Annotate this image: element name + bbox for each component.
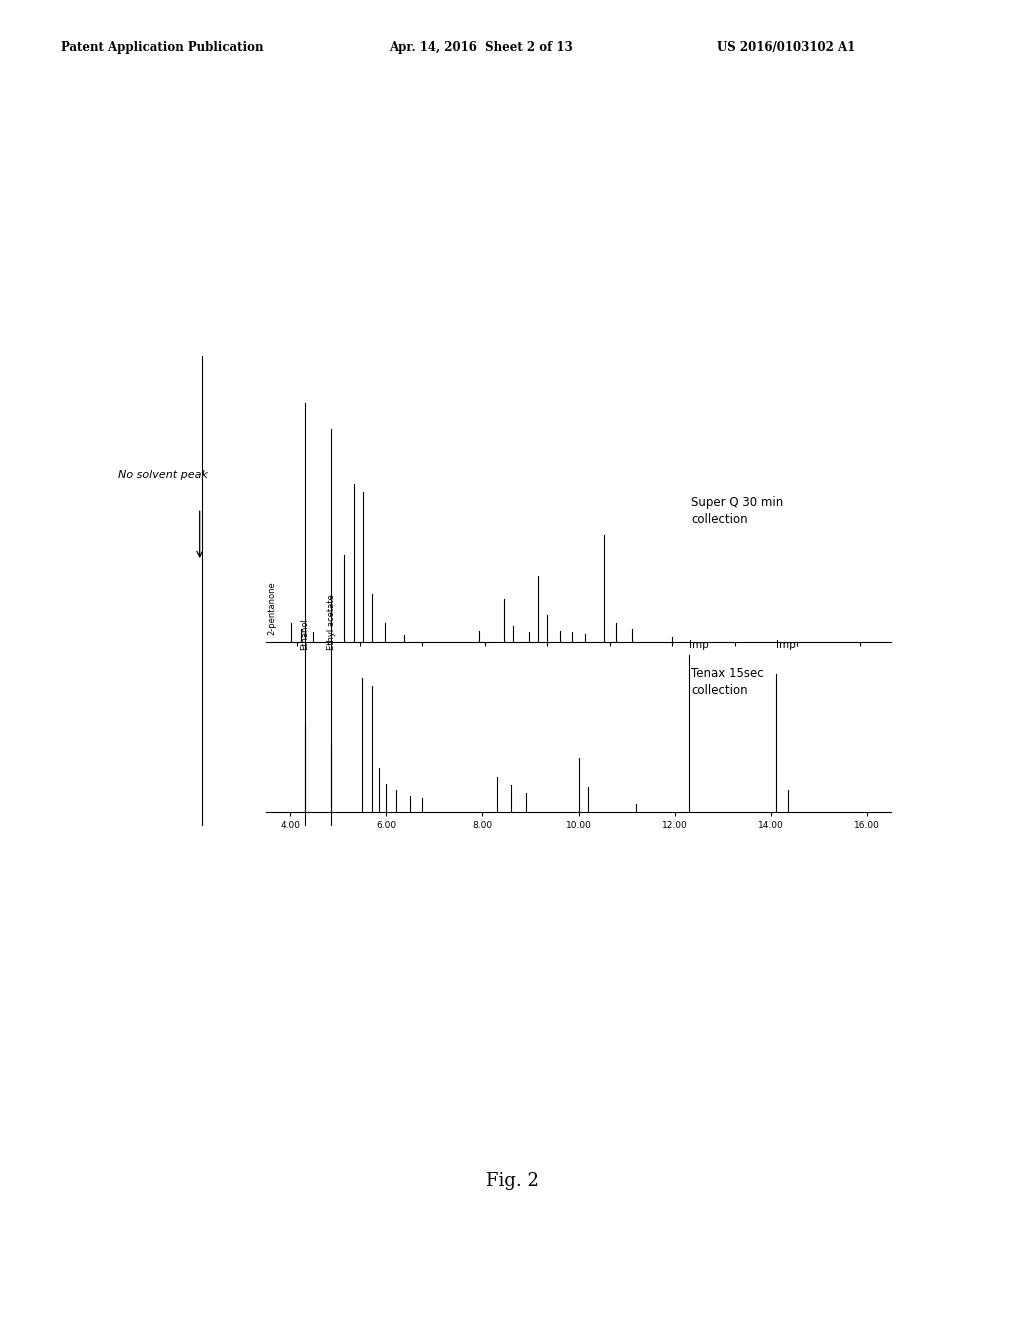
Text: Super Q 30 min
collection: Super Q 30 min collection <box>691 496 783 527</box>
Text: US 2016/0103102 A1: US 2016/0103102 A1 <box>717 41 855 54</box>
Text: Ethyl acetate: Ethyl acetate <box>327 594 336 649</box>
Text: Tenax 15sec
collection: Tenax 15sec collection <box>691 667 764 697</box>
Text: Fig. 2: Fig. 2 <box>485 1172 539 1191</box>
Text: Imp: Imp <box>689 640 709 649</box>
Text: No solvent peak: No solvent peak <box>118 470 208 480</box>
Text: Patent Application Publication: Patent Application Publication <box>61 41 264 54</box>
Text: Apr. 14, 2016  Sheet 2 of 13: Apr. 14, 2016 Sheet 2 of 13 <box>389 41 572 54</box>
Text: Ethanol: Ethanol <box>300 618 309 649</box>
Text: 2-pentanone: 2-pentanone <box>267 582 276 635</box>
Text: Imp: Imp <box>775 640 796 649</box>
